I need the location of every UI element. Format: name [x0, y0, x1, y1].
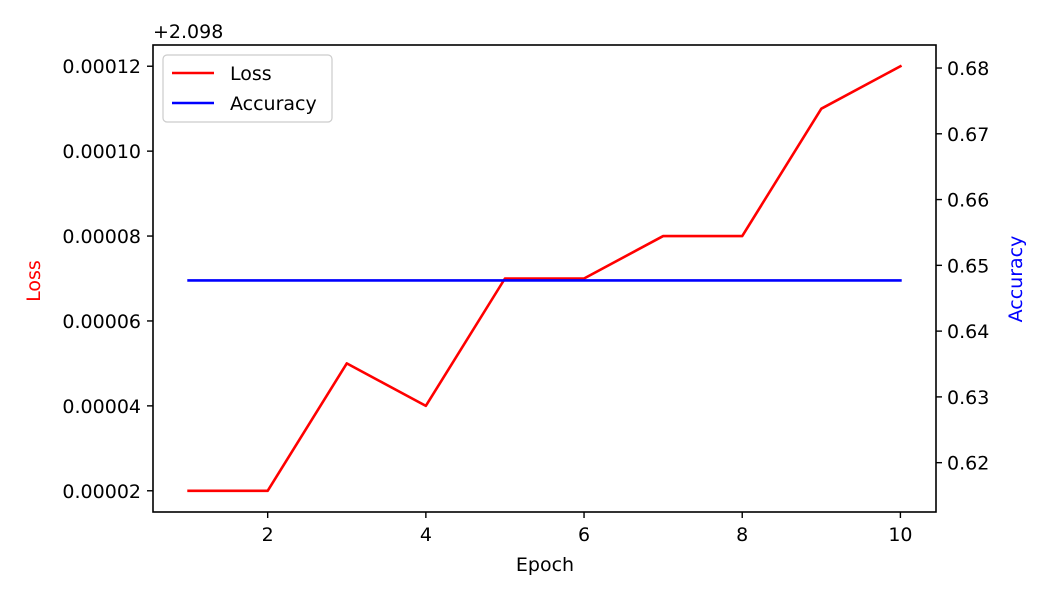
series-line-loss [187, 64, 903, 493]
legend-label-loss: Loss [230, 63, 272, 85]
left-y-tick-label: 0.00004 [62, 396, 141, 418]
legend: Loss Accuracy [162, 54, 333, 123]
x-tick-label: 6 [578, 524, 590, 546]
left-y-tick-label: 0.00008 [62, 226, 141, 248]
x-tick-label: 2 [262, 524, 274, 546]
legend-label-accuracy: Accuracy [230, 93, 317, 115]
x-axis-label: Epoch [516, 554, 574, 576]
axes: 2 4 6 8 10 0.00002 0.00004 0.00006 0.00008 0.0001… [62, 44, 989, 546]
right-y-tick-label: 0.62 [947, 453, 989, 475]
right-y-tick-label: 0.63 [947, 387, 989, 409]
plot-area [187, 64, 903, 493]
left-y-tick-label: 0.00012 [62, 56, 141, 78]
y-axis-offset-label: +2.098 [153, 21, 223, 43]
axis-labels: +2.098 Epoch Loss Accuracy [23, 21, 1027, 576]
left-y-tick-label: 0.00006 [62, 311, 141, 333]
x-tick-label: 4 [420, 524, 432, 546]
x-tick-label: 8 [736, 524, 748, 546]
left-y-axis-label: Loss [23, 260, 45, 302]
right-y-tick-label: 0.65 [947, 255, 989, 277]
x-tick-label: 10 [888, 524, 912, 546]
left-y-tick-label: 0.00010 [62, 141, 141, 163]
axes-frame [152, 44, 937, 513]
right-y-tick-label: 0.64 [947, 321, 989, 343]
right-y-axis-label: Accuracy [1005, 236, 1027, 323]
right-y-tick-label: 0.67 [947, 124, 989, 146]
right-y-tick-label: 0.66 [947, 190, 989, 212]
right-y-tick-label: 0.68 [947, 58, 989, 80]
left-y-tick-label: 0.00002 [62, 481, 141, 503]
